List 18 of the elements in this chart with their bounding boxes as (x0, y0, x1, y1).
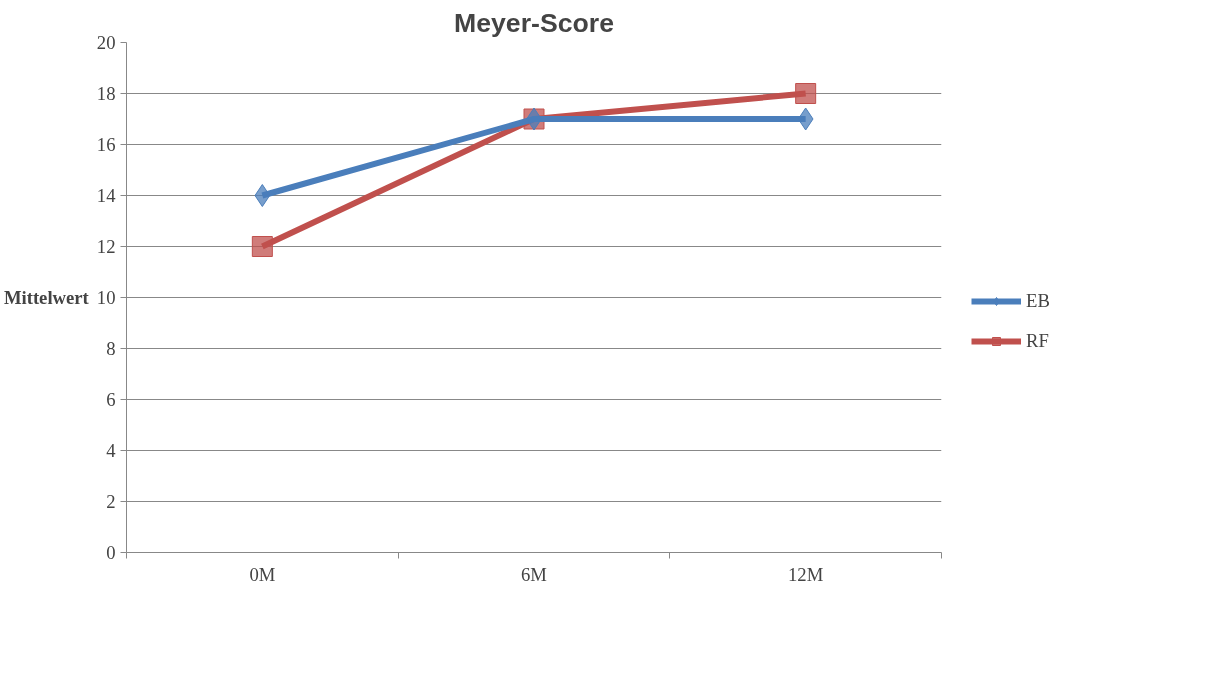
legend-label: EB (1026, 290, 1050, 312)
chart-title: Meyer-Score (453, 7, 615, 38)
x-tick-label: 12M (788, 563, 824, 585)
x-tick-label: 0M (249, 563, 276, 585)
y-tick-label: 16 (96, 134, 116, 155)
y-tick-label: 20 (96, 32, 116, 53)
y-tick-label: 6 (106, 389, 116, 410)
y-tick-label: 14 (96, 185, 117, 206)
y-tick-label: 4 (106, 440, 117, 461)
y-tick-label: 12 (96, 236, 116, 257)
legend-label: RF (1026, 330, 1049, 352)
y-tick-label: 2 (106, 491, 116, 512)
y-axis-title: Mittelwert (3, 287, 90, 308)
y-tick-label: 18 (96, 83, 116, 104)
y-tick-label: 10 (96, 287, 116, 308)
x-tick-label: 6M (521, 563, 548, 585)
y-tick-label: 0 (106, 542, 116, 563)
y-tick-label: 8 (106, 338, 116, 359)
